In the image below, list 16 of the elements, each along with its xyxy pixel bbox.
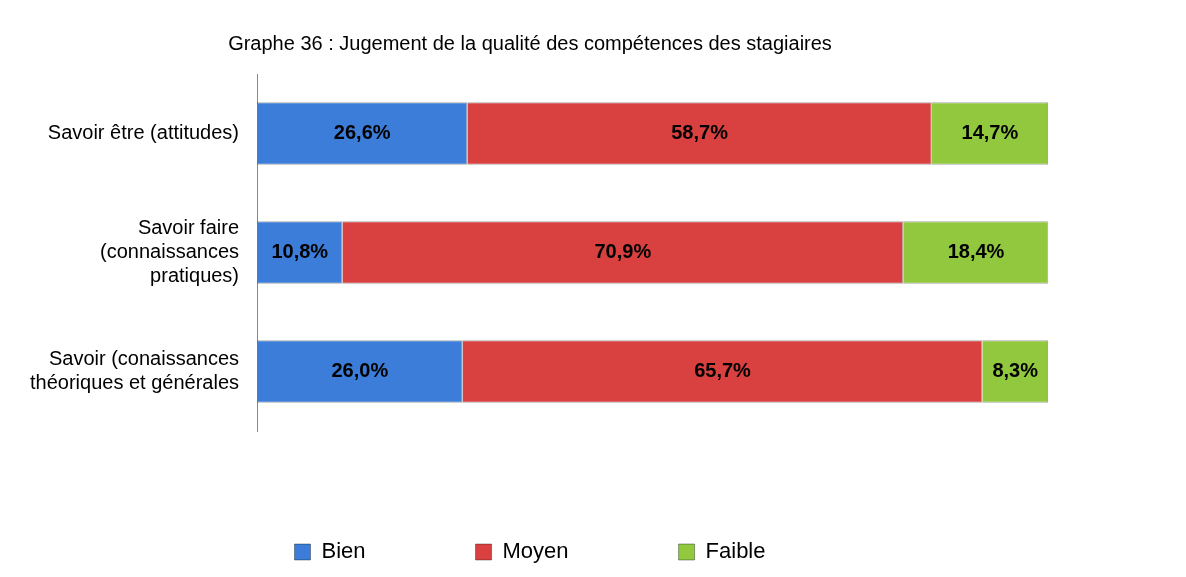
data-label: 26,6% bbox=[333, 121, 391, 144]
data-label: 10,8% bbox=[271, 240, 329, 263]
y-tick-label: Savoir (conaissances théoriques et générales bbox=[29, 347, 240, 394]
data-label: 14,7% bbox=[961, 121, 1019, 144]
legend-label: Moyen bbox=[502, 538, 569, 564]
data-label: 18,4% bbox=[947, 240, 1005, 263]
data-label: 26,0% bbox=[331, 359, 389, 382]
data-label: 65,7% bbox=[694, 359, 752, 382]
data-label: 58,7% bbox=[671, 121, 729, 144]
y-tick-label: Savoir faire (connaissances pratiques) bbox=[100, 216, 240, 287]
data-label: 8,3% bbox=[992, 359, 1039, 382]
y-tick-label: Savoir être (attitudes) bbox=[47, 121, 240, 144]
chart-title: Graphe 36 : Jugement de la qualité des compétences des stagiaires bbox=[228, 31, 832, 54]
legend-label: Faible bbox=[705, 538, 766, 564]
legend-label: Bien bbox=[321, 538, 366, 564]
data-label: 70,9% bbox=[594, 240, 652, 263]
